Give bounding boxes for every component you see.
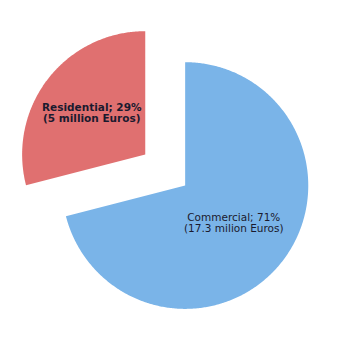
svg-text:Commercial; 71%(17.3 milion Eu: Commercial; 71%(17.3 milion Euros) xyxy=(184,211,284,234)
svg-text:Residential; 29%(5 million Eur: Residential; 29%(5 million Euros) xyxy=(42,101,142,124)
